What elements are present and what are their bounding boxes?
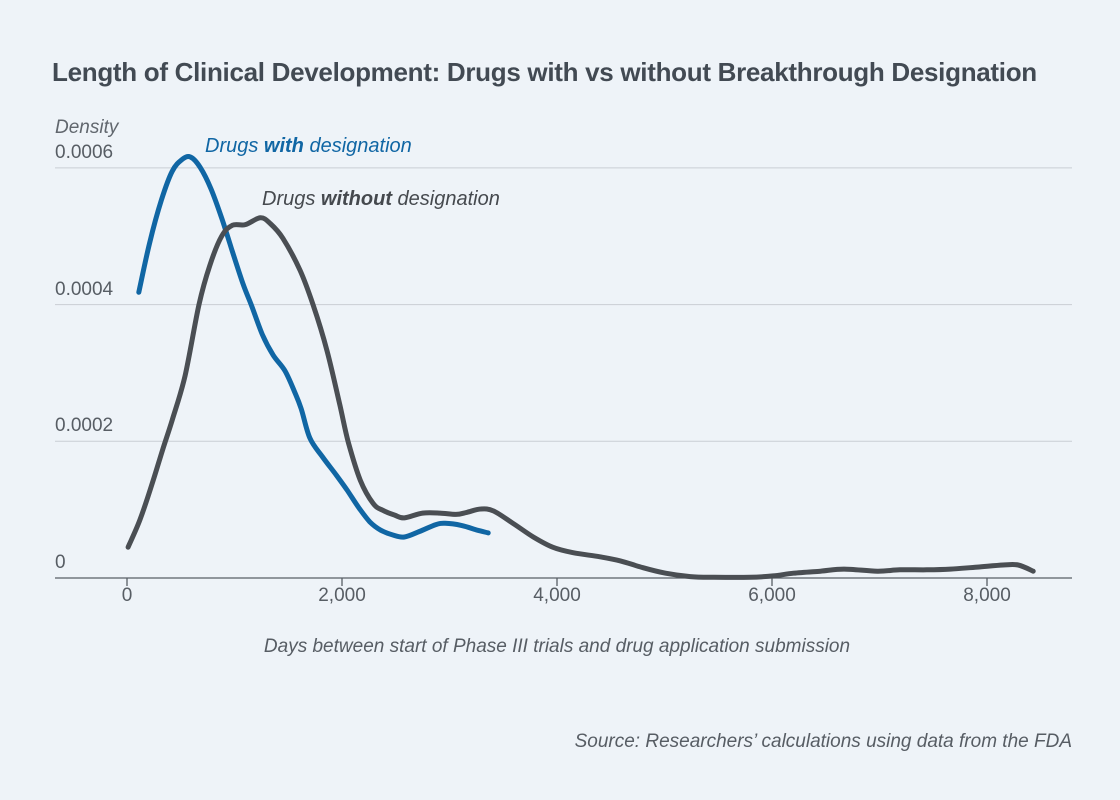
chart-title: Length of Clinical Development: Drugs wi…: [52, 57, 1037, 88]
y-axis-title: Density: [55, 117, 119, 138]
legend-with-post: designation: [303, 135, 412, 157]
x-tick-label: 6,000: [748, 585, 796, 606]
x-tick-label: 8,000: [963, 585, 1011, 606]
curve-drugs-with-designation: [136, 154, 491, 540]
curve-drugs-without-designation: [125, 215, 1036, 580]
x-tick-label: 2,000: [318, 585, 366, 606]
y-tick-label: 0.0004: [55, 278, 114, 300]
legend-with-designation: Drugs with designation: [205, 135, 412, 158]
legend-with-pre: Drugs: [205, 135, 264, 157]
x-axis-caption: Days between start of Phase III trials a…: [263, 636, 851, 657]
legend-without-pre: Drugs: [262, 188, 321, 210]
x-tick-label: 4,000: [533, 585, 581, 606]
legend-without-bold: without: [320, 188, 392, 210]
legend-without-post: designation: [392, 188, 500, 210]
y-tick-label: 0.0006: [55, 141, 114, 163]
source-note: Source: Researchers’ calculations using …: [574, 731, 1072, 752]
legend-without-designation: Drugs without designation: [262, 188, 500, 211]
y-tick-label: 0.0002: [55, 415, 114, 437]
x-tick-label: 0: [121, 585, 133, 606]
y-tick-label: 0: [55, 552, 66, 573]
legend-with-bold: with: [263, 135, 304, 157]
